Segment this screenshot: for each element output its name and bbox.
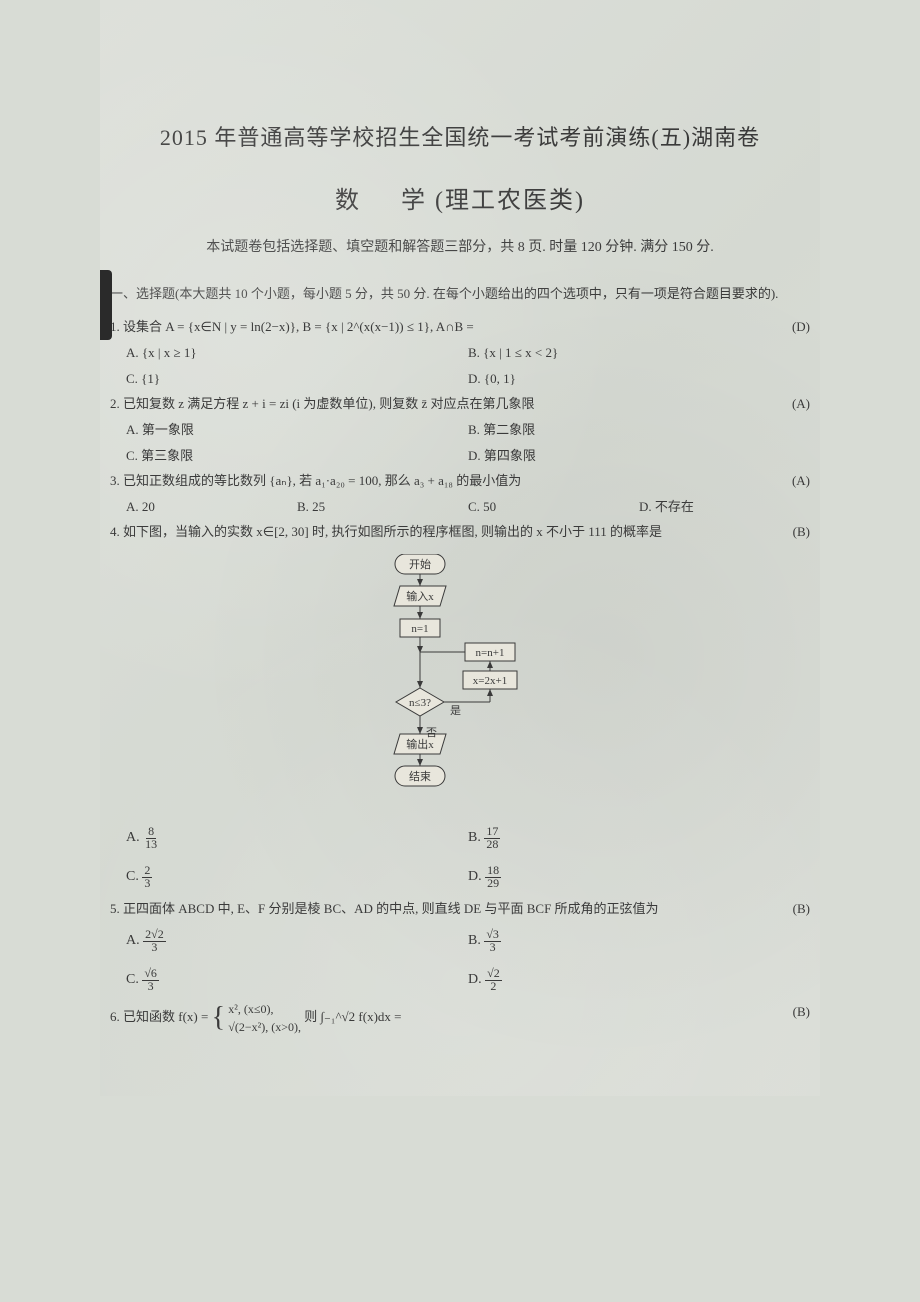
q3-answer: (A) bbox=[792, 469, 810, 494]
q6-stem: 6. 已知函数 f(x) = { x², (x≤0), √(2−x²), (x>… bbox=[110, 1000, 810, 1036]
q2-stem: 2. 已知复数 z 满足方程 z + i = zi (i 为虚数单位), 则复数… bbox=[110, 392, 810, 417]
q5-opt-d: D. √22 bbox=[468, 960, 810, 999]
q6-cases: x², (x≤0), √(2−x²), (x>0), bbox=[228, 1000, 301, 1036]
q2-opt-a: A. 第一象限 bbox=[126, 417, 468, 443]
instructions: 本试题卷包括选择题、填空题和解答题三部分，共 8 页. 时量 120 分钟. 满… bbox=[100, 237, 820, 259]
q3-stem: 3. 已知正数组成的等比数列 {aₙ}, 若 a₁·a₂₀ = 100, 那么 … bbox=[110, 469, 810, 494]
svg-text:否: 否 bbox=[426, 727, 437, 739]
q4-opt-b: B. 1728 bbox=[468, 818, 810, 857]
q3-opt-c: C. 50 bbox=[468, 494, 639, 520]
question-6: 6. 已知函数 f(x) = { x², (x≤0), √(2−x²), (x>… bbox=[100, 1000, 820, 1036]
subject-left: 数 bbox=[335, 188, 361, 214]
q3-opt-d: D. 不存在 bbox=[639, 494, 810, 520]
q3-options: A. 20 B. 25 C. 50 D. 不存在 bbox=[110, 494, 810, 520]
svg-text:n≤3?: n≤3? bbox=[409, 697, 431, 709]
q4-answer: (B) bbox=[793, 520, 810, 545]
svg-text:输出x: 输出x bbox=[406, 737, 434, 751]
svg-text:结束: 结束 bbox=[409, 770, 431, 783]
question-5: 5. 正四面体 ABCD 中, E、F 分别是棱 BC、AD 的中点, 则直线 … bbox=[100, 897, 820, 1000]
q1-answer: (D) bbox=[792, 315, 810, 340]
q5-stem: 5. 正四面体 ABCD 中, E、F 分别是棱 BC、AD 的中点, 则直线 … bbox=[110, 897, 810, 922]
q2-opt-b: B. 第二象限 bbox=[468, 417, 810, 443]
q5-opt-a: A. 2√23 bbox=[126, 921, 468, 960]
brace-icon: { bbox=[212, 1004, 225, 1032]
q4-opt-a: A. 813 bbox=[126, 818, 468, 857]
q1-opt-b: B. {x | 1 ≤ x < 2} bbox=[468, 340, 810, 366]
q3-opt-a: A. 20 bbox=[126, 494, 297, 520]
q4-stem: 4. 如下图，当输入的实数 x∈[2, 30] 时, 执行如图所示的程序框图, … bbox=[110, 520, 810, 545]
q4-opt-d: D. 1829 bbox=[468, 857, 810, 896]
question-3: 3. 已知正数组成的等比数列 {aₙ}, 若 a₁·a₂₀ = 100, 那么 … bbox=[100, 469, 820, 520]
q1-opt-c: C. {1} bbox=[126, 366, 468, 392]
svg-text:n=n+1: n=n+1 bbox=[476, 647, 505, 659]
svg-text:开始: 开始 bbox=[409, 557, 431, 571]
svg-text:是: 是 bbox=[450, 704, 461, 717]
subject-right: 学 (理工农医类) bbox=[401, 188, 585, 214]
q1-opt-a: A. {x | x ≥ 1} bbox=[126, 340, 468, 366]
flowchart-svg: 开始输入x n=1 n=n+1 x=2x+1 n≤3? 输出x 结束 是否 bbox=[350, 554, 570, 804]
question-4: 4. 如下图，当输入的实数 x∈[2, 30] 时, 执行如图所示的程序框图, … bbox=[100, 520, 820, 897]
section-header: 一、选择题(本大题共 10 个小题，每小题 5 分，共 50 分. 在每个小题给… bbox=[100, 283, 820, 305]
q2-answer: (A) bbox=[792, 392, 810, 417]
q5-answer: (B) bbox=[793, 897, 810, 922]
exam-page: 2015 年普通高等学校招生全国统一考试考前演练(五)湖南卷 数 学 (理工农医类… bbox=[100, 0, 820, 1096]
q4-options: A. 813 B. 1728 C. 23 D. 1829 bbox=[110, 818, 810, 896]
question-1: 1. 设集合 A = {x∈N | y = ln(2−x)}, B = {x |… bbox=[100, 315, 820, 392]
svg-text:x=2x+1: x=2x+1 bbox=[473, 675, 507, 687]
q2-opt-d: D. 第四象限 bbox=[468, 443, 810, 469]
q6-answer: (B) bbox=[793, 1000, 810, 1025]
title-main: 2015 年普通高等学校招生全国统一考试考前演练(五)湖南卷 bbox=[100, 120, 820, 152]
q5-opt-b: B. √33 bbox=[468, 921, 810, 960]
q4-flowchart: 开始输入x n=1 n=n+1 x=2x+1 n≤3? 输出x 结束 是否 bbox=[110, 554, 810, 804]
question-2: 2. 已知复数 z 满足方程 z + i = zi (i 为虚数单位), 则复数… bbox=[100, 392, 820, 469]
q5-opt-c: C. √63 bbox=[126, 960, 468, 999]
svg-text:输入x: 输入x bbox=[406, 589, 434, 603]
q1-options: A. {x | x ≥ 1} B. {x | 1 ≤ x < 2} C. {1}… bbox=[110, 340, 810, 392]
q4-opt-c: C. 23 bbox=[126, 857, 468, 896]
svg-text:n=1: n=1 bbox=[411, 623, 428, 635]
q3-opt-b: B. 25 bbox=[297, 494, 468, 520]
q1-stem: 1. 设集合 A = {x∈N | y = ln(2−x)}, B = {x |… bbox=[110, 315, 810, 340]
q2-opt-c: C. 第三象限 bbox=[126, 443, 468, 469]
q2-options: A. 第一象限 B. 第二象限 C. 第三象限 D. 第四象限 bbox=[110, 417, 810, 469]
title-subject: 数 学 (理工农医类) bbox=[100, 180, 820, 215]
q1-opt-d: D. {0, 1} bbox=[468, 366, 810, 392]
q5-options: A. 2√23 B. √33 C. √63 D. √22 bbox=[110, 921, 810, 999]
